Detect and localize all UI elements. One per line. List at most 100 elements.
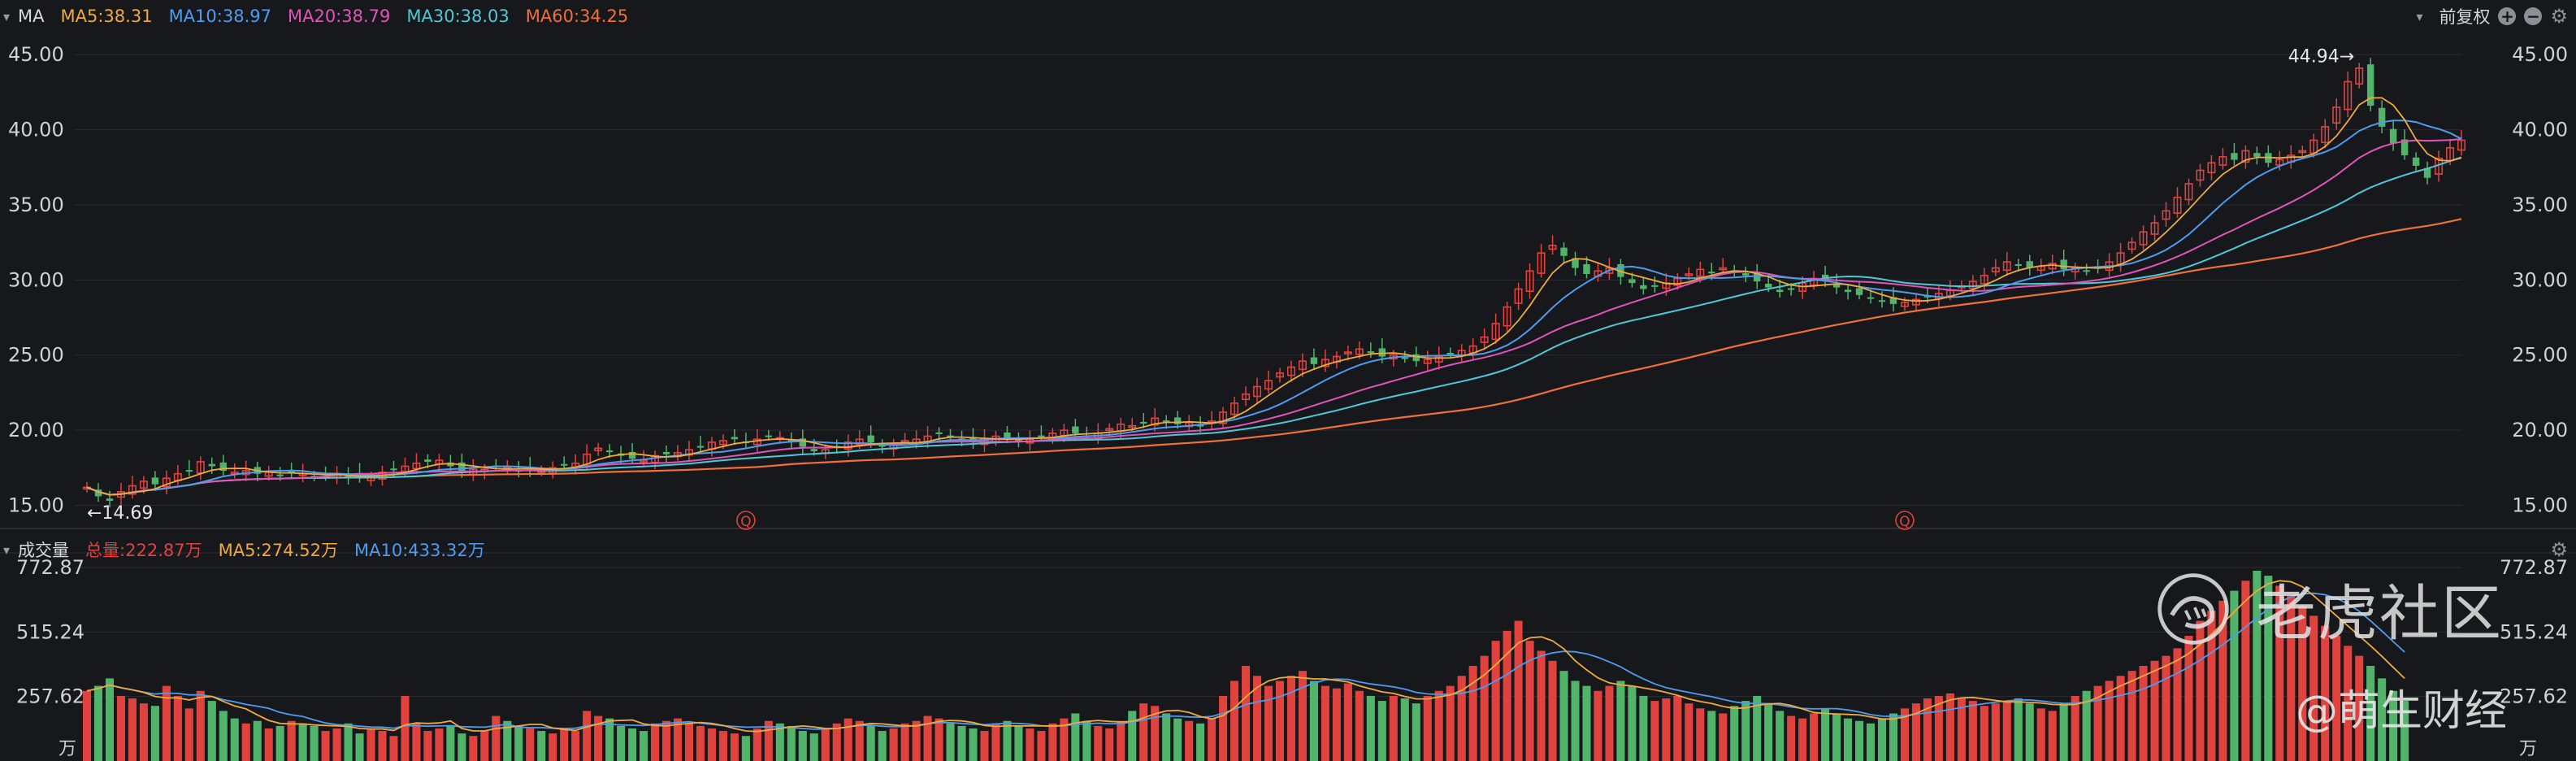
candle-body <box>583 453 592 467</box>
ma30-value: MA30:38.03 <box>406 7 510 26</box>
zoom-out-icon[interactable]: − <box>2524 7 2543 25</box>
volume-bar <box>310 725 319 761</box>
candle-body <box>1867 297 1875 299</box>
volume-title[interactable]: 成交量 <box>18 541 70 560</box>
volume-bar <box>718 731 727 761</box>
candle-body <box>1514 288 1523 304</box>
volume-bar <box>1343 683 1352 761</box>
candle-body <box>843 441 852 450</box>
volume-bar <box>1696 708 1705 761</box>
volume-bar <box>275 725 284 761</box>
candle-body <box>1583 263 1590 274</box>
candle-body <box>1776 289 1784 293</box>
volume-bar <box>116 695 125 761</box>
candle-body <box>1968 280 1977 289</box>
volume-bar <box>1571 681 1580 761</box>
volume-bar <box>1662 698 1671 761</box>
candle-body <box>2231 153 2238 160</box>
candle-body <box>605 450 614 453</box>
adjust-select[interactable]: 前复权 <box>2439 7 2491 27</box>
candle-body <box>662 451 670 454</box>
volume-bar <box>1776 711 1785 761</box>
volume-bar <box>1491 641 1500 761</box>
gear-icon[interactable]: ⚙ <box>2550 5 2568 28</box>
chevron-down-icon[interactable]: ▾ <box>2416 8 2423 24</box>
volume-bar <box>741 736 750 761</box>
volume-bar <box>332 728 341 761</box>
ma10-value: MA10:38.97 <box>168 7 271 26</box>
volume-bar <box>389 736 398 761</box>
volume-bar <box>1480 655 1489 761</box>
candle-body <box>2218 156 2227 166</box>
volume-bar <box>1366 695 1375 761</box>
volume-bar <box>1911 703 1920 761</box>
candle-body <box>2344 80 2353 111</box>
volume-bar <box>1264 685 1273 761</box>
gear-icon[interactable]: ⚙ <box>2550 538 2568 561</box>
candle-body <box>2298 150 2307 154</box>
watermark-brand: 老虎社区 <box>2256 579 2503 649</box>
volume-bar <box>583 711 592 761</box>
volume-bar <box>1594 690 1602 761</box>
volume-bar <box>1503 630 1511 761</box>
volume-bar <box>1400 698 1409 761</box>
volume-bar <box>435 728 444 761</box>
volume-bar <box>2389 690 2398 761</box>
volume-bar <box>1321 685 1329 761</box>
volume-bar <box>1230 681 1239 761</box>
volume-bar <box>2196 620 2205 761</box>
candle-body <box>1128 424 1137 428</box>
candle-body <box>151 477 159 485</box>
volume-bar <box>1185 720 1194 761</box>
volume-bar <box>526 728 535 761</box>
volume-bar <box>878 731 887 761</box>
y-tick-label-left: 20.00 <box>8 419 64 441</box>
volume-bar <box>196 690 205 761</box>
candle-body <box>1321 359 1329 367</box>
volume-bar <box>1616 681 1625 761</box>
y-tick-label-right: 40.00 <box>2512 119 2568 141</box>
chevron-down-icon[interactable]: ▾ <box>3 8 11 24</box>
candle-body <box>2321 126 2330 144</box>
volume-bar <box>1060 718 1069 761</box>
volume-bar <box>1151 706 1160 761</box>
chevron-down-icon[interactable]: ▾ <box>3 541 11 558</box>
candle-body <box>731 437 739 440</box>
volume-bar <box>2071 695 2079 761</box>
volume-bar <box>1457 676 1466 761</box>
candle-body <box>276 474 284 476</box>
volume-bar <box>264 728 273 761</box>
volume-ma5-line <box>86 580 2405 733</box>
volume-bar <box>2344 646 2353 761</box>
candle-body <box>390 468 397 471</box>
volume-bar <box>219 711 228 761</box>
volume-bar <box>446 725 455 761</box>
volume-bar <box>287 720 296 761</box>
ma5-line <box>86 97 2462 496</box>
candle-body <box>1173 417 1182 424</box>
volume-bar <box>1957 698 1966 761</box>
candle-body <box>1310 357 1318 364</box>
volume-bar <box>2059 703 2068 761</box>
volume-bar <box>93 685 103 761</box>
volume-bar <box>1764 703 1773 761</box>
y-tick-label-right: 30.00 <box>2512 268 2568 291</box>
volume-tick-label-left: 515.24 <box>16 620 85 643</box>
volume-bar <box>1094 725 1103 761</box>
volume-bar <box>2082 690 2091 761</box>
candle-body <box>1423 359 1432 364</box>
volume-bar <box>1242 665 1251 761</box>
volume-bar <box>230 718 239 761</box>
candle-body <box>867 435 874 442</box>
candle-body <box>2083 270 2090 272</box>
volume-bar <box>2105 681 2114 761</box>
zoom-in-icon[interactable]: + <box>2498 7 2517 25</box>
volume-bar <box>412 723 421 761</box>
candle-body <box>1832 283 1841 288</box>
candle-body <box>1162 420 1170 423</box>
candle-body <box>2275 159 2284 166</box>
volume-bar <box>661 720 671 761</box>
indicator-label[interactable]: MA <box>18 7 45 26</box>
volume-bar <box>173 695 182 761</box>
volume-bar <box>128 698 137 761</box>
